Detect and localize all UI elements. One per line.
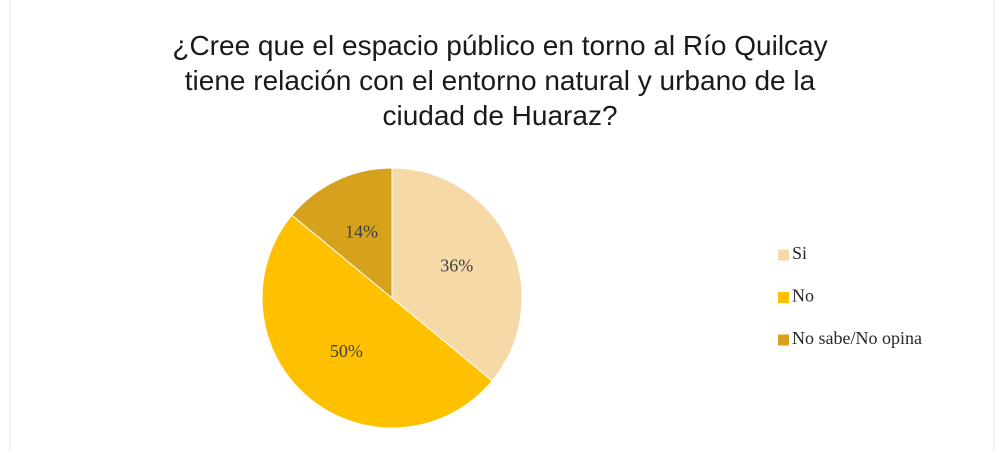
- data-label: 36%: [440, 256, 473, 276]
- chart-title: ¿Cree que el espacio público en torno al…: [172, 30, 828, 131]
- data-label: 50%: [330, 341, 363, 361]
- pie-slice: [261, 214, 493, 429]
- legend-label: No: [792, 286, 814, 306]
- legend-swatch: [778, 292, 789, 303]
- legend-swatch: [778, 249, 789, 261]
- legend-swatch: [778, 334, 789, 346]
- legend-label: Si: [792, 243, 807, 263]
- pie-slice: [391, 167, 523, 382]
- legend-label: No sabe/No opina: [792, 328, 922, 348]
- data-label: 14%: [345, 221, 378, 241]
- pie-slice: [291, 167, 393, 300]
